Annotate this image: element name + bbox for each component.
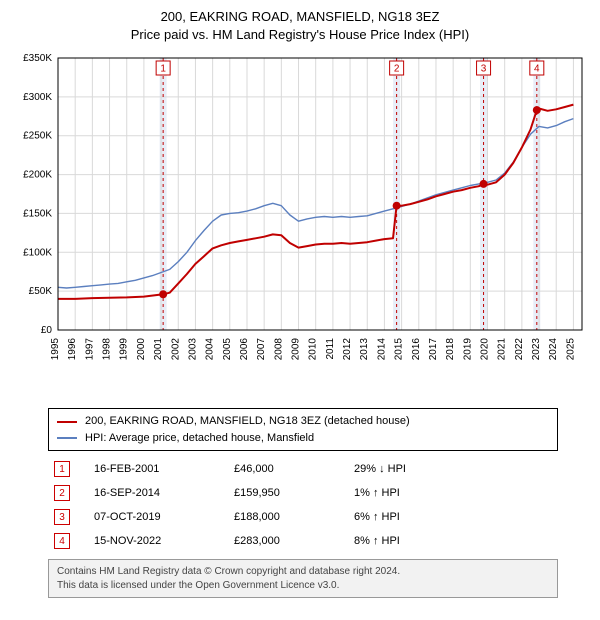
svg-text:2015: 2015 xyxy=(394,338,405,361)
title-block: 200, EAKRING ROAD, MANSFIELD, NG18 3EZ P… xyxy=(10,8,590,44)
svg-text:1999: 1999 xyxy=(119,338,130,361)
title-line-2: Price paid vs. HM Land Registry's House … xyxy=(10,26,590,44)
svg-text:2007: 2007 xyxy=(256,338,267,361)
sale-delta: 8% ↑ HPI xyxy=(348,529,558,553)
sale-price: £46,000 xyxy=(228,457,348,481)
svg-text:1995: 1995 xyxy=(50,338,61,361)
footer-attribution: Contains HM Land Registry data © Crown c… xyxy=(48,559,558,598)
svg-text:2025: 2025 xyxy=(565,338,576,361)
title-line-1: 200, EAKRING ROAD, MANSFIELD, NG18 3EZ xyxy=(10,8,590,26)
sale-price: £283,000 xyxy=(228,529,348,553)
svg-text:2017: 2017 xyxy=(428,338,439,361)
svg-text:2011: 2011 xyxy=(325,338,336,360)
footer-line-2: This data is licensed under the Open Gov… xyxy=(57,579,549,593)
sale-number-box: 4 xyxy=(54,533,70,549)
svg-text:£350K: £350K xyxy=(23,53,52,64)
svg-text:1: 1 xyxy=(160,64,166,75)
sale-delta: 6% ↑ HPI xyxy=(348,505,558,529)
table-row: 2 16-SEP-2014£159,9501% ↑ HPI xyxy=(48,481,558,505)
legend-item-hpi: HPI: Average price, detached house, Mans… xyxy=(57,430,549,447)
svg-text:2009: 2009 xyxy=(291,338,302,361)
legend-box: 200, EAKRING ROAD, MANSFIELD, NG18 3EZ (… xyxy=(48,408,558,451)
svg-text:1996: 1996 xyxy=(67,338,78,361)
svg-text:2014: 2014 xyxy=(376,338,387,361)
svg-text:2003: 2003 xyxy=(187,338,198,361)
svg-text:2020: 2020 xyxy=(480,338,491,361)
svg-text:3: 3 xyxy=(481,64,487,75)
svg-text:2021: 2021 xyxy=(497,338,508,361)
sale-date: 15-NOV-2022 xyxy=(88,529,228,553)
legend-label-price: 200, EAKRING ROAD, MANSFIELD, NG18 3EZ (… xyxy=(85,413,410,430)
sale-delta: 29% ↓ HPI xyxy=(348,457,558,481)
svg-text:£250K: £250K xyxy=(23,131,52,142)
svg-text:2016: 2016 xyxy=(411,338,422,361)
legend-swatch-price xyxy=(57,421,77,423)
svg-text:2019: 2019 xyxy=(462,338,473,361)
svg-text:2022: 2022 xyxy=(514,338,525,361)
table-row: 4 15-NOV-2022£283,0008% ↑ HPI xyxy=(48,529,558,553)
svg-text:2001: 2001 xyxy=(153,338,164,361)
sale-delta: 1% ↑ HPI xyxy=(348,481,558,505)
legend-swatch-hpi xyxy=(57,437,77,438)
legend-item-price: 200, EAKRING ROAD, MANSFIELD, NG18 3EZ (… xyxy=(57,413,549,430)
svg-text:1998: 1998 xyxy=(102,338,113,361)
svg-text:2000: 2000 xyxy=(136,338,147,361)
svg-text:2005: 2005 xyxy=(222,338,233,361)
chart-area: £0 £50K £100K £150K £200K £250K £300K £350K 1995… xyxy=(10,50,590,400)
svg-text:2006: 2006 xyxy=(239,338,250,361)
svg-text:2010: 2010 xyxy=(308,338,319,361)
sale-number-box: 2 xyxy=(54,485,70,501)
svg-text:£0: £0 xyxy=(41,325,53,336)
svg-text:2004: 2004 xyxy=(205,338,216,361)
sale-price: £188,000 xyxy=(228,505,348,529)
svg-text:2023: 2023 xyxy=(531,338,542,361)
svg-text:2008: 2008 xyxy=(273,338,284,361)
sale-number-box: 3 xyxy=(54,509,70,525)
svg-text:£100K: £100K xyxy=(23,248,52,259)
svg-text:1997: 1997 xyxy=(84,338,95,361)
svg-text:£300K: £300K xyxy=(23,92,52,103)
sale-date: 07-OCT-2019 xyxy=(88,505,228,529)
sale-date: 16-FEB-2001 xyxy=(88,457,228,481)
svg-text:£150K: £150K xyxy=(23,209,52,220)
svg-text:2002: 2002 xyxy=(170,338,181,361)
svg-text:2018: 2018 xyxy=(445,338,456,361)
svg-text:£50K: £50K xyxy=(29,287,53,298)
sales-table: 1 16-FEB-2001£46,00029% ↓ HPI 2 16-SEP-2014… xyxy=(48,457,558,553)
svg-text:2012: 2012 xyxy=(342,338,353,361)
sale-price: £159,950 xyxy=(228,481,348,505)
svg-text:2013: 2013 xyxy=(359,338,370,361)
svg-text:2024: 2024 xyxy=(548,338,559,361)
sale-number-box: 1 xyxy=(54,461,70,477)
sale-date: 16-SEP-2014 xyxy=(88,481,228,505)
svg-text:4: 4 xyxy=(534,64,540,75)
legend-label-hpi: HPI: Average price, detached house, Mans… xyxy=(85,430,314,447)
svg-text:£200K: £200K xyxy=(23,170,52,181)
line-chart-svg: £0 £50K £100K £150K £200K £250K £300K £350K 1995… xyxy=(10,50,590,400)
svg-text:2: 2 xyxy=(394,64,400,75)
footer-line-1: Contains HM Land Registry data © Crown c… xyxy=(57,565,549,579)
chart-container: 200, EAKRING ROAD, MANSFIELD, NG18 3EZ P… xyxy=(0,0,600,602)
table-row: 3 07-OCT-2019£188,0006% ↑ HPI xyxy=(48,505,558,529)
table-row: 1 16-FEB-2001£46,00029% ↓ HPI xyxy=(48,457,558,481)
